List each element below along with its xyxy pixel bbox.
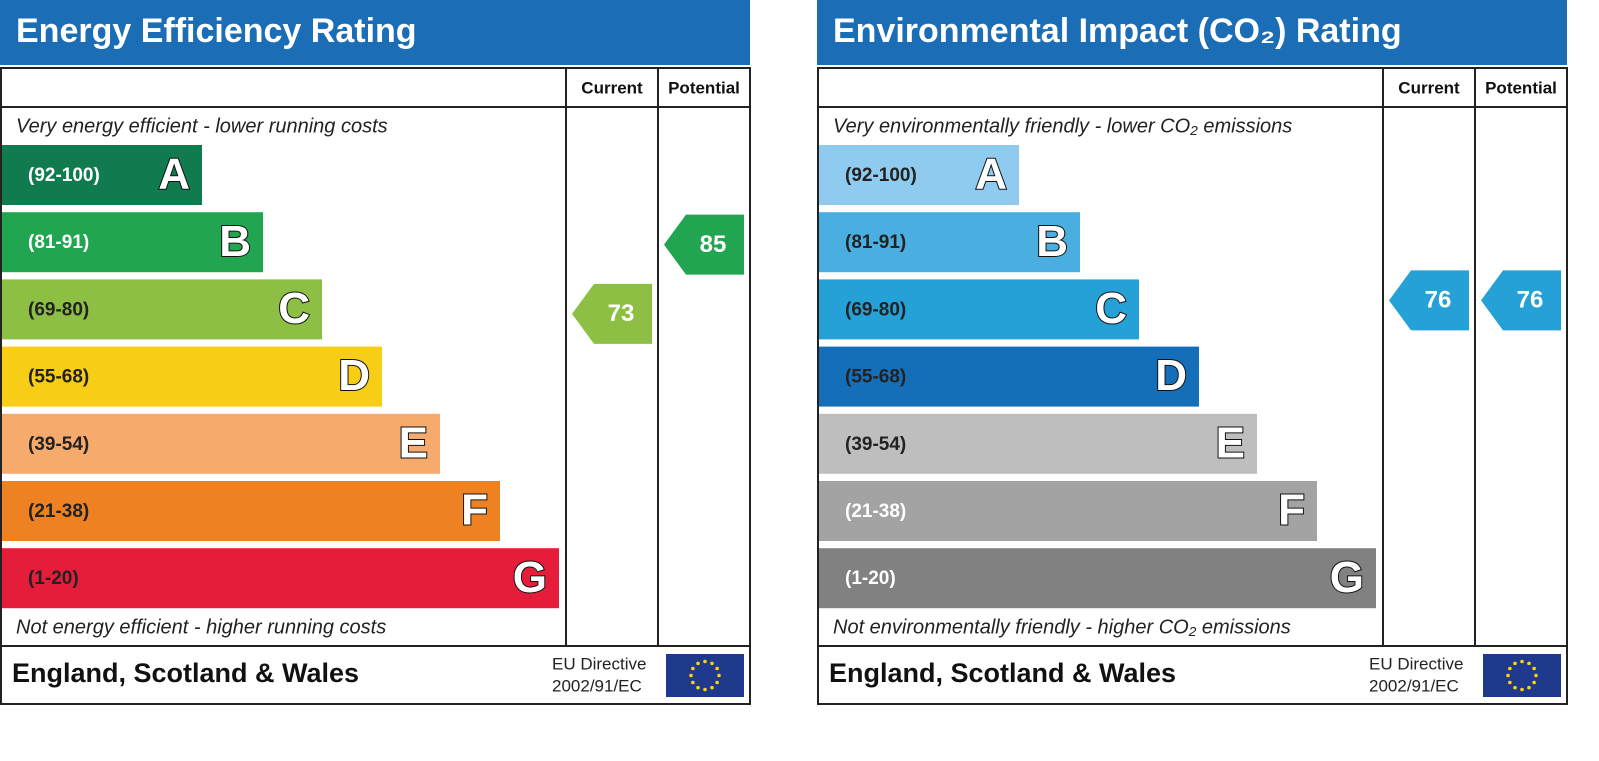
panel-frame [817,67,1568,705]
panel-header [0,0,750,65]
footer-region: England, Scotland & Wales [12,658,359,688]
rating-band [2,548,559,609]
band-range: (39-54) [845,434,906,455]
band-letter: G [513,553,547,602]
band-range: (55-68) [845,367,906,388]
band-letter: C [1095,284,1127,333]
band-range: (81-91) [845,232,906,253]
band-range: (92-100) [845,165,917,186]
band-range: (55-68) [28,367,89,388]
rating-arrow [664,214,744,275]
band-range: (21-38) [28,501,89,522]
rating-arrow [572,283,652,344]
eu-star [1508,666,1512,671]
rating-band [819,481,1317,541]
band-range: (69-80) [845,299,906,320]
band-range: (39-54) [28,434,89,455]
band-range: (92-100) [28,165,100,186]
band-range: (1-20) [845,568,896,589]
rating-band [2,346,382,407]
band-range: (81-91) [28,232,89,253]
panel-title: Environmental Impact (CO₂) Rating [833,12,1402,50]
eu-star [710,661,714,666]
rating-value: 76 [1425,287,1452,314]
band-letter: F [461,486,488,535]
column-header: Potential [1485,78,1557,97]
eu-star [1532,680,1536,685]
rating-band [2,279,322,340]
rating-value: 76 [1517,287,1544,314]
rating-value: 85 [700,231,727,258]
eu-star [696,685,700,690]
band-letter: E [1216,418,1245,467]
eu-star [1527,685,1531,690]
eu-star [1532,666,1536,671]
rating-band [2,481,500,541]
eu-star [703,687,707,692]
top-note: Very energy efficient - lower running co… [16,115,388,137]
eu-star [715,666,719,671]
eu-star [1520,659,1524,664]
eu-star [1506,673,1510,678]
rating-band [2,413,440,474]
rating-band [819,279,1139,340]
eu-star [696,661,700,666]
rating-panel: Environmental Impact (CO₂) Rating Current… [817,0,1568,705]
eu-star [1520,687,1524,692]
eu-star [710,685,714,690]
column-header: Current [1398,78,1460,97]
eu-star [1527,661,1531,666]
band-letter: B [219,217,251,266]
eu-star [1513,661,1517,666]
rating-band [819,145,1019,205]
band-letter: E [399,418,428,467]
eu-star [1508,680,1512,685]
eu-star [1534,673,1538,678]
rating-band [2,145,202,205]
rating-band [819,413,1257,474]
bottom-note: Not energy efficient - higher running co… [16,616,386,638]
band-range: (69-80) [28,299,89,320]
band-letter: A [158,150,190,199]
eu-star [703,659,707,664]
band-letter: C [278,284,310,333]
eu-star [691,666,695,671]
eu-star [691,680,695,685]
rating-band [819,548,1376,609]
eu-star [1513,685,1517,690]
rating-band [2,212,263,273]
rating-arrow [1481,270,1561,331]
bottom-note: Not environmentally friendly - higher CO… [833,616,1291,638]
panel-header [817,0,1567,65]
panel-title: Energy Efficiency Rating [16,12,417,50]
directive-line: EU Directive [552,654,646,673]
band-range: (21-38) [845,501,906,522]
directive-line: 2002/91/EC [552,676,642,695]
band-letter: D [1155,351,1187,400]
rating-arrow [1389,270,1469,331]
band-letter: B [1036,217,1068,266]
band-letter: A [975,150,1007,199]
band-letter: F [1278,486,1305,535]
band-letter: D [338,351,370,400]
band-range: (1-20) [28,568,79,589]
top-note: Very environmentally friendly - lower CO… [833,115,1292,137]
eu-star [689,673,693,678]
rating-panel: Energy Efficiency Rating Current Potential… [0,0,751,705]
column-header: Current [581,78,643,97]
band-letter: G [1330,553,1364,602]
rating-value: 73 [608,300,635,327]
panel-frame [0,67,751,705]
directive-line: 2002/91/EC [1369,676,1459,695]
eu-star [717,673,721,678]
rating-band [819,212,1080,273]
eu-star [715,680,719,685]
column-header: Potential [668,78,740,97]
directive-line: EU Directive [1369,654,1463,673]
footer-region: England, Scotland & Wales [829,658,1176,688]
rating-band [819,346,1199,407]
